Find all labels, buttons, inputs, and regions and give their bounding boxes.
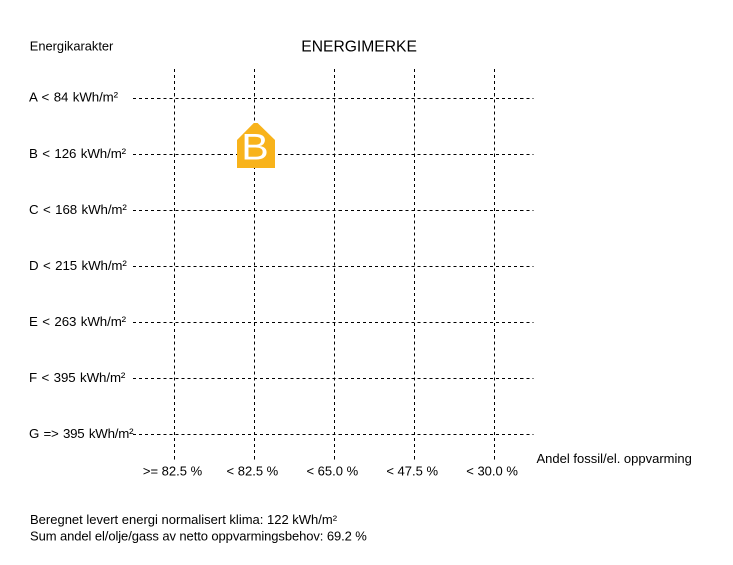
svg-text:Andel fossil/el. oppvarming: Andel fossil/el. oppvarming xyxy=(537,451,692,466)
svg-text:F < 395 kWh/m²: F < 395 kWh/m² xyxy=(29,370,126,385)
svg-text:< 47.5 %: < 47.5 % xyxy=(386,463,438,478)
svg-text:< 65.0 %: < 65.0 % xyxy=(306,463,358,478)
svg-text:G => 395 kWh/m²: G => 395 kWh/m² xyxy=(29,426,134,441)
svg-text:Energikarakter: Energikarakter xyxy=(30,39,114,54)
svg-text:A < 84 kWh/m²: A < 84 kWh/m² xyxy=(29,90,119,105)
svg-text:C < 168 kWh/m²: C < 168 kWh/m² xyxy=(29,202,127,217)
svg-text:ENERGIMERKE: ENERGIMERKE xyxy=(301,39,417,56)
svg-text:>= 82.5 %: >= 82.5 % xyxy=(143,463,203,478)
svg-text:< 30.0 %: < 30.0 % xyxy=(466,463,518,478)
svg-text:Sum andel el/olje/gass av nett: Sum andel el/olje/gass av netto oppvarmi… xyxy=(30,529,367,544)
svg-text:Beregnet levert energi normali: Beregnet levert energi normalisert klima… xyxy=(30,512,338,527)
svg-text:D < 215 kWh/m²: D < 215 kWh/m² xyxy=(29,258,127,273)
svg-text:E < 263 kWh/m²: E < 263 kWh/m² xyxy=(29,314,127,329)
svg-text:B < 126 kWh/m²: B < 126 kWh/m² xyxy=(29,146,127,161)
svg-text:< 82.5 %: < 82.5 % xyxy=(227,463,279,478)
svg-text:B: B xyxy=(241,127,269,168)
